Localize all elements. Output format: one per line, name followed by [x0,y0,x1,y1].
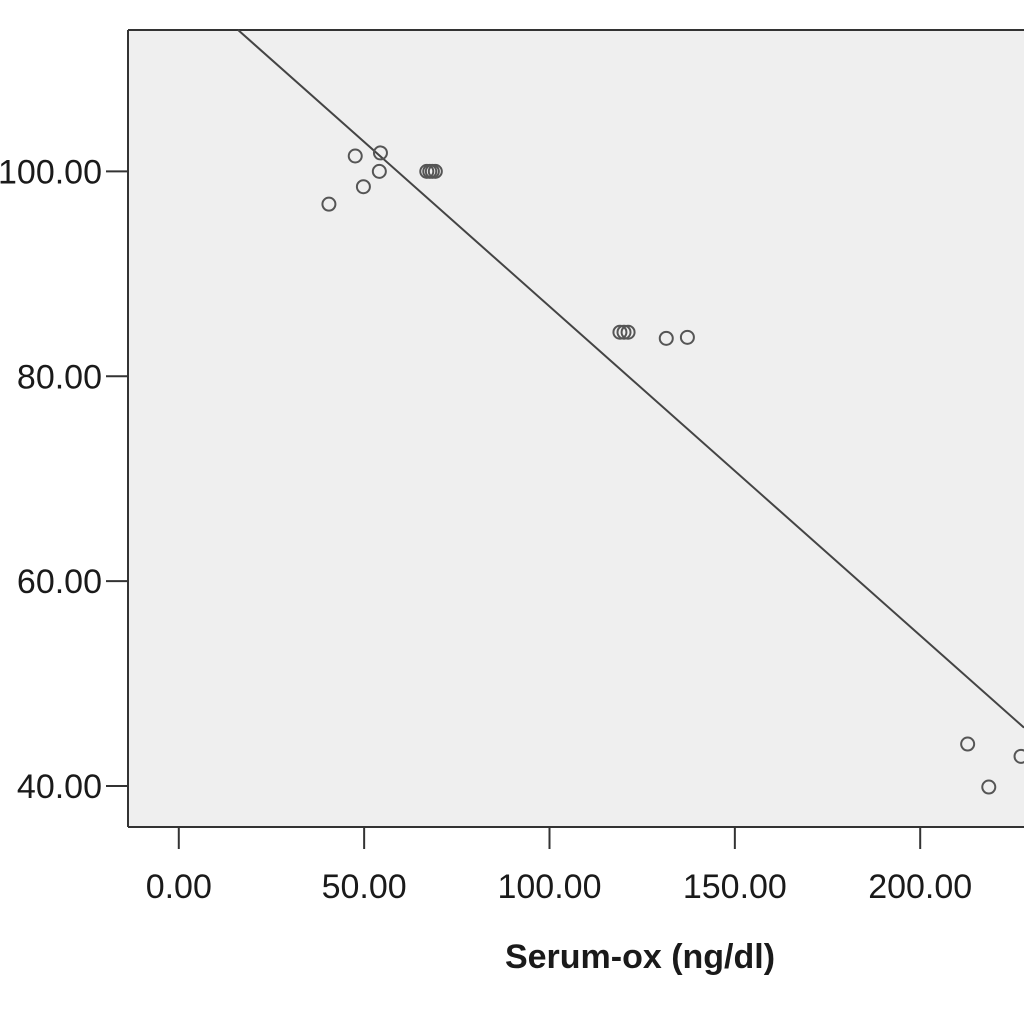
x-tick-label: 50.00 [322,868,407,906]
data-point [372,145,388,161]
x-tick-label: 100.00 [497,868,601,906]
x-ticks-layer: 0.00 50.00 100.00 150.00 200.00 [146,827,972,906]
data-point [347,148,363,164]
x-tick-label: 0.00 [146,868,212,906]
data-point [679,329,695,345]
data-point [371,163,387,179]
data-point [981,779,997,795]
plot-background [128,30,1024,827]
data-point [427,163,443,179]
x-axis-title: Serum-ox (ng/dl) [505,938,775,976]
data-point [616,324,632,340]
data-point [1013,748,1024,764]
y-tick-label: 80.00 [17,358,102,396]
data-point [960,736,976,752]
x-tick-label: 150.00 [683,868,787,906]
data-point [321,196,337,212]
y-ticks-layer: 40.00 60.00 80.00 100.00 [0,153,128,806]
fit-line-layer [237,29,1024,729]
data-point [355,179,371,195]
data-point [620,324,636,340]
y-tick-label: 60.00 [17,563,102,601]
data-point [612,324,628,340]
points-layer [321,145,1024,795]
y-tick-label: 40.00 [17,768,102,806]
x-tick-label: 200.00 [868,868,972,906]
data-point [658,330,674,346]
fit-line [237,29,1024,729]
y-tick-label: 100.00 [0,153,102,191]
